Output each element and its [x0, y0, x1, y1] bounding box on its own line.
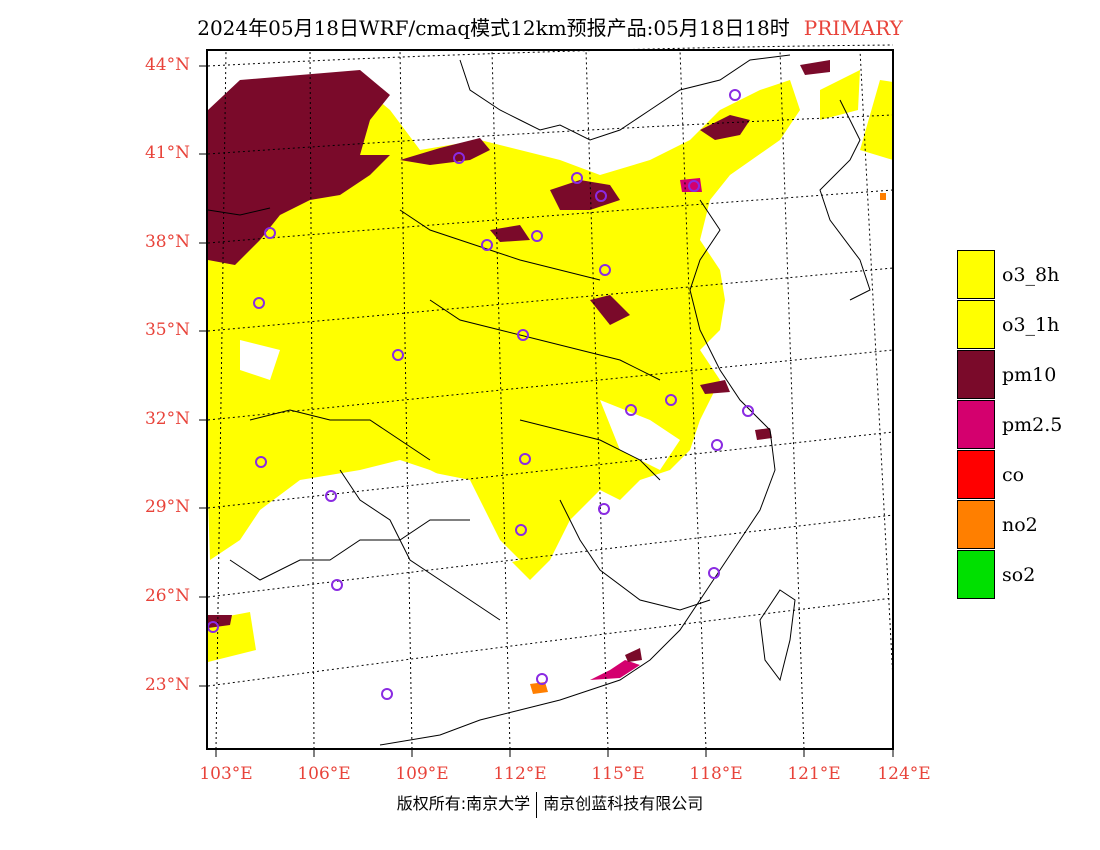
station-markers	[207, 89, 754, 700]
legend-label: co	[1002, 464, 1025, 486]
footer-right: 南京创蓝科技有限公司	[543, 794, 704, 813]
legend-label: no2	[1002, 514, 1038, 536]
lon-label: 103°E	[199, 764, 253, 784]
legend-label: pm10	[1002, 364, 1057, 386]
borders	[207, 54, 871, 746]
lon-label: 115°E	[591, 764, 645, 784]
map-title: 2024年05月18日WRF/cmaq模式12km预报产品:05月18日18时 P…	[0, 12, 1100, 41]
lon-label: 112°E	[493, 764, 547, 784]
lat-label: 38°N	[144, 232, 190, 252]
graticule	[207, 44, 894, 750]
legend-swatch	[957, 350, 995, 399]
lat-label: 32°N	[144, 409, 190, 429]
lat-label: 26°N	[144, 586, 190, 606]
footer-divider	[536, 791, 538, 818]
legend-swatch	[957, 550, 995, 599]
footer-left: 版权所有:南京大学	[396, 794, 531, 813]
legend-label: pm2.5	[1002, 414, 1063, 436]
lat-label: 44°N	[144, 55, 190, 75]
lon-label: 121°E	[787, 764, 841, 784]
lon-label: 124°E	[877, 764, 931, 784]
lon-label: 109°E	[395, 764, 449, 784]
title-text: 2024年05月18日WRF/cmaq模式12km预报产品:05月18日18时	[197, 16, 790, 40]
legend-swatch	[957, 300, 995, 349]
ticks	[199, 65, 894, 757]
legend-swatch	[957, 250, 995, 299]
lat-label: 41°N	[144, 143, 190, 163]
copyright-footer: 版权所有:南京大学 南京创蓝科技有限公司	[0, 790, 1100, 818]
lat-label: 23°N	[144, 675, 190, 695]
legend-swatch	[957, 400, 995, 449]
lat-label: 29°N	[144, 497, 190, 517]
legend-label: o3_1h	[1002, 314, 1060, 336]
title-tag: PRIMARY	[803, 16, 903, 40]
legend-swatch	[957, 450, 995, 499]
lat-label: 35°N	[144, 320, 190, 340]
legend-label: o3_8h	[1002, 264, 1060, 286]
legend-swatch	[957, 500, 995, 549]
map-frame	[206, 49, 894, 750]
lon-label: 106°E	[297, 764, 351, 784]
map-fill	[208, 58, 893, 694]
lon-label: 118°E	[689, 764, 743, 784]
legend-label: so2	[1002, 564, 1036, 586]
